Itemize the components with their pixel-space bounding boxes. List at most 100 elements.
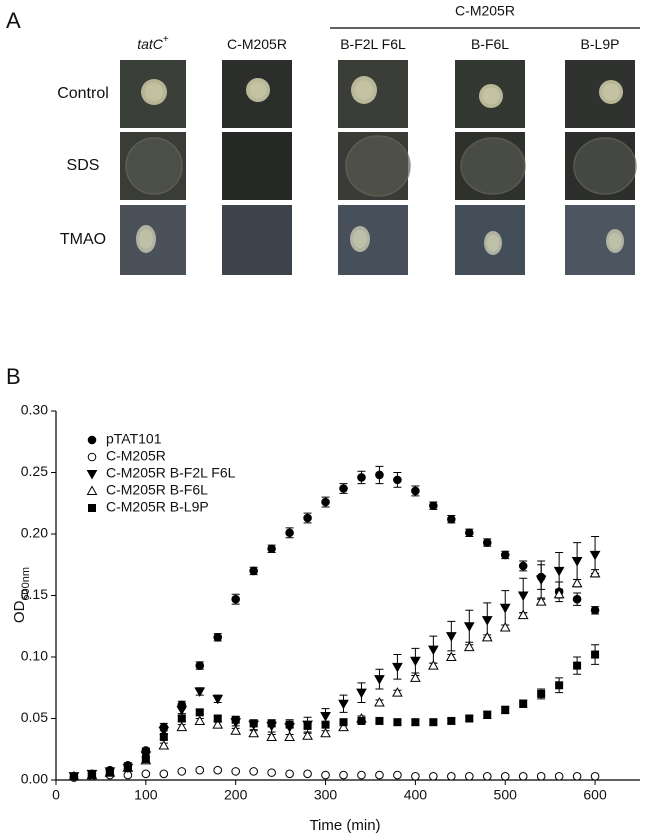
marker (285, 528, 294, 538)
marker (303, 513, 312, 523)
y-tick-label: 0.20 (21, 525, 48, 541)
marker (589, 550, 601, 561)
marker (321, 497, 330, 507)
marker (463, 622, 475, 632)
colony-center (486, 234, 500, 252)
marker (537, 689, 546, 698)
marker (357, 770, 366, 780)
marker (392, 662, 403, 673)
marker (429, 772, 438, 781)
colony-center (608, 232, 622, 250)
marker (411, 772, 420, 781)
marker (105, 768, 114, 777)
column-header-sup: + (163, 34, 169, 45)
row-label: TMAO (60, 231, 106, 248)
marker (410, 656, 421, 667)
legend-marker (86, 485, 98, 495)
marker (159, 769, 169, 779)
marker (69, 772, 78, 781)
marker (590, 772, 600, 781)
x-tick-label: 500 (494, 787, 518, 803)
marker (176, 705, 188, 716)
y-tick-label: 0.30 (21, 402, 48, 418)
legend-marker (86, 470, 98, 480)
marker (482, 772, 492, 781)
marker (248, 727, 260, 738)
marker (410, 672, 421, 682)
y-tick-label: 0.00 (21, 771, 48, 787)
column-header-text: B-F2L F6L (340, 36, 406, 52)
marker (571, 557, 583, 567)
marker (123, 763, 132, 772)
marker (445, 651, 457, 661)
y-tick-label: 0.25 (21, 463, 48, 479)
marker (321, 770, 330, 780)
halo (125, 137, 183, 195)
marker (267, 544, 276, 554)
column-header-text: B-F6L (471, 36, 509, 52)
y-tick-label: 0.15 (21, 586, 48, 602)
marker (374, 675, 385, 685)
marker (267, 719, 276, 728)
marker (338, 699, 349, 710)
marker (481, 616, 493, 626)
marker (482, 538, 492, 547)
marker (554, 772, 564, 781)
plate (222, 205, 292, 275)
marker (499, 603, 511, 614)
marker (213, 714, 222, 723)
marker (393, 475, 402, 485)
legend-marker (87, 452, 97, 462)
marker (267, 768, 276, 777)
marker (339, 718, 348, 727)
panel-label: B (6, 364, 21, 389)
legend-label: C-M205R B-F2L F6L (106, 465, 236, 481)
column-header: B-F2L F6L (340, 36, 406, 52)
marker (285, 769, 294, 779)
marker (158, 740, 170, 750)
y-axis-label: OD600nm (11, 567, 32, 623)
colony-center (139, 229, 153, 249)
marker (555, 681, 564, 690)
legend-marker (87, 435, 97, 445)
column-header: tatC+ (137, 34, 169, 52)
marker (589, 567, 601, 578)
marker (177, 767, 187, 776)
marker (465, 714, 474, 723)
marker (303, 769, 312, 779)
marker (375, 716, 384, 725)
marker (572, 772, 582, 781)
marker (590, 605, 600, 615)
marker (141, 769, 151, 779)
group-header: C-M205R (455, 3, 515, 19)
marker (411, 486, 420, 496)
halo (573, 137, 637, 195)
column-header-text: tatC (137, 36, 164, 52)
column-header: B-L9P (581, 36, 620, 52)
marker (392, 687, 403, 697)
marker (535, 596, 547, 606)
marker (212, 694, 224, 705)
marker (320, 712, 331, 722)
marker (553, 566, 565, 577)
marker (231, 594, 240, 604)
marker (357, 473, 366, 482)
marker (463, 641, 475, 652)
plate (338, 205, 408, 275)
marker (249, 566, 258, 576)
y-tick-label: 0.10 (21, 648, 48, 664)
plate (222, 132, 292, 200)
halo (345, 135, 411, 197)
marker (158, 726, 170, 737)
row-label: SDS (67, 157, 100, 174)
marker (320, 727, 331, 738)
y-axis-label-main: OD (11, 600, 28, 623)
row-label: Control (57, 85, 109, 102)
marker (499, 621, 511, 632)
marker (519, 699, 528, 708)
marker (338, 721, 349, 732)
column-header: C-M205R (227, 36, 287, 52)
marker (87, 771, 96, 780)
marker (571, 577, 583, 588)
